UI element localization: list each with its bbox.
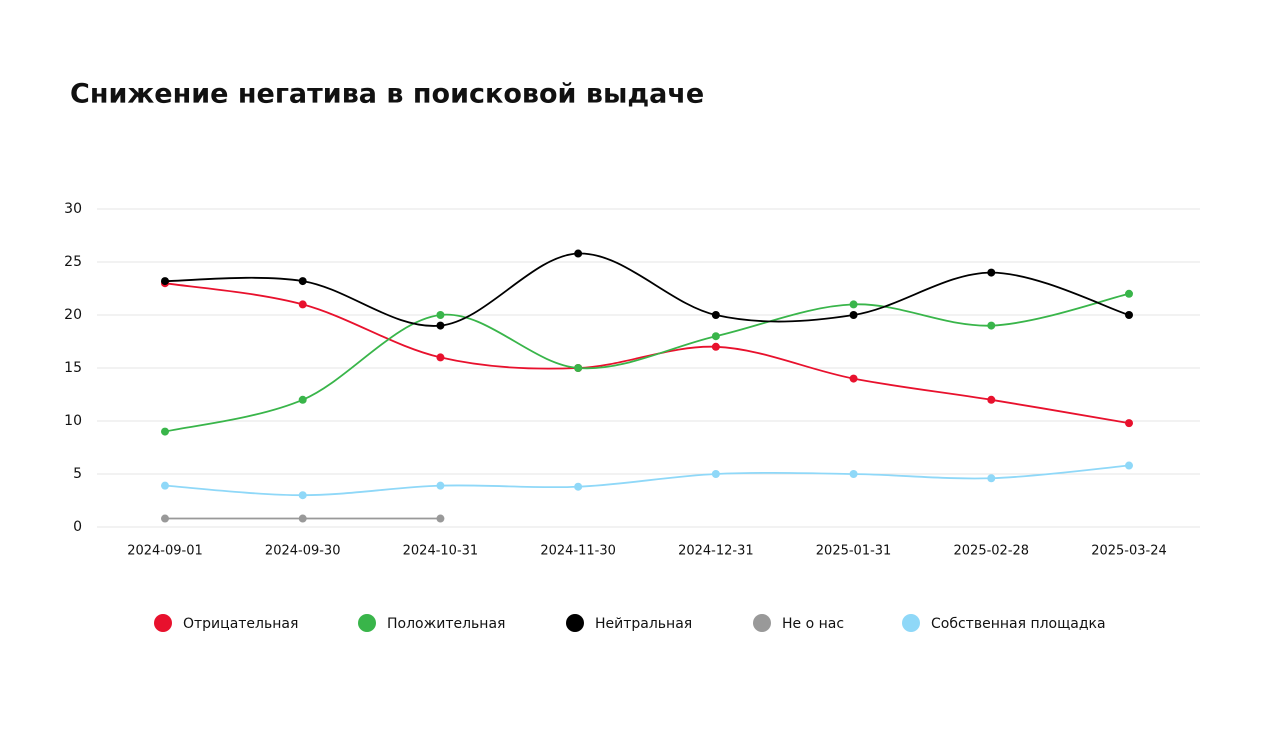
data-point <box>849 300 858 309</box>
data-point <box>987 321 996 330</box>
y-tick-label: 10 <box>64 413 82 429</box>
data-point <box>298 300 307 309</box>
series-line <box>164 252 1130 327</box>
data-point <box>1125 419 1133 428</box>
data-point <box>161 277 169 286</box>
x-tick-label: 2024-10-31 <box>403 544 479 559</box>
data-point <box>987 268 996 277</box>
data-point <box>298 514 307 523</box>
legend-label: Нейтральная <box>595 616 692 632</box>
y-tick-label: 25 <box>64 254 82 270</box>
data-point <box>849 374 858 383</box>
data-point <box>849 470 858 478</box>
x-tick-label: 2025-01-31 <box>816 544 892 559</box>
y-tick-label: 15 <box>64 360 82 376</box>
data-point <box>298 395 307 404</box>
x-tick-label: 2024-09-01 <box>127 544 203 559</box>
legend-label: Отрицательная <box>183 616 298 632</box>
data-point <box>711 332 720 341</box>
series-line <box>164 464 1130 497</box>
data-point <box>161 514 169 523</box>
data-point <box>711 311 720 319</box>
legend-marker <box>154 614 172 632</box>
data-point <box>436 481 445 490</box>
legend-marker <box>753 614 771 632</box>
data-point <box>436 514 445 523</box>
legend-marker <box>902 614 920 632</box>
data-point <box>711 470 720 478</box>
x-tick-label: 2024-11-30 <box>540 544 616 559</box>
data-point <box>987 395 996 404</box>
data-point <box>574 482 583 491</box>
x-tick-label: 2024-09-30 <box>265 544 341 559</box>
data-point <box>298 277 307 286</box>
legend-marker <box>566 614 584 632</box>
y-tick-label: 20 <box>64 307 82 323</box>
series-line <box>164 282 1130 425</box>
x-tick-label: 2025-03-24 <box>1091 544 1167 559</box>
data-point <box>574 364 583 372</box>
series-line <box>164 292 1130 433</box>
x-tick-label: 2025-02-28 <box>954 544 1030 559</box>
data-point <box>436 353 445 362</box>
data-point <box>849 311 858 319</box>
data-point <box>711 342 720 351</box>
chart-title: Снижение негатива в поисковой выдаче <box>70 79 704 110</box>
data-point <box>436 311 445 319</box>
data-point <box>1125 289 1133 298</box>
legend-label: Не о нас <box>782 616 844 632</box>
legend-label: Собственная площадка <box>931 616 1106 632</box>
data-point <box>436 321 445 330</box>
legend-marker <box>358 614 376 632</box>
data-point <box>987 474 996 483</box>
y-tick-label: 0 <box>73 519 82 535</box>
y-tick-label: 30 <box>64 201 82 217</box>
x-tick-label: 2024-12-31 <box>678 544 754 559</box>
y-tick-label: 5 <box>73 466 82 482</box>
data-point <box>1125 461 1133 470</box>
legend-label: Положительная <box>387 616 505 632</box>
data-point <box>298 491 307 500</box>
data-point <box>574 249 583 258</box>
data-point <box>161 481 169 490</box>
data-point <box>1125 311 1133 319</box>
data-point <box>161 427 169 436</box>
